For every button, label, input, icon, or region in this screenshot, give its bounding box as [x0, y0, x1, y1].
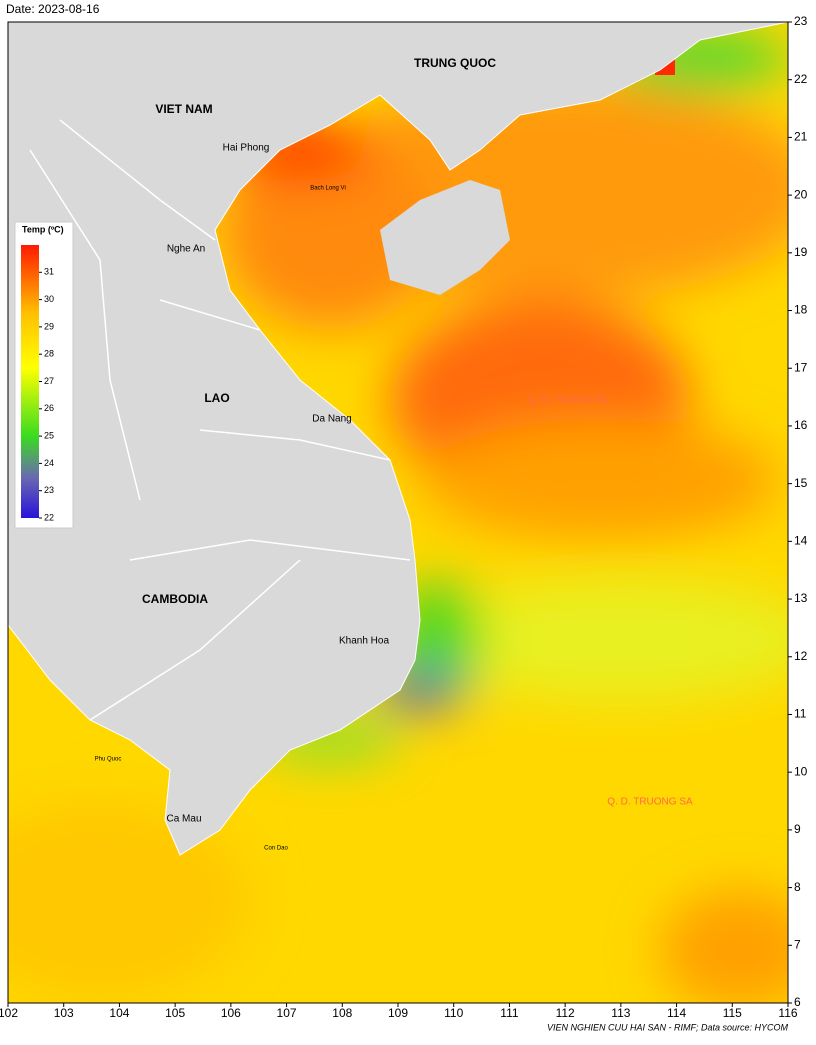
y-tick-label: 6: [794, 995, 801, 1009]
y-tick-label: 12: [794, 649, 808, 663]
y-tick-label: 15: [794, 476, 808, 490]
borders: [29, 119, 411, 721]
x-tick-label: 112: [556, 1006, 575, 1020]
colorbar-title: Temp (ºC): [22, 224, 64, 234]
place-label: CAMBODIA: [142, 592, 208, 606]
coastline: [8, 22, 788, 856]
colorbar-tick-label: 30: [44, 294, 54, 304]
y-tick-label: 7: [794, 937, 801, 951]
y-tick-label: 8: [794, 880, 801, 894]
colorbar-tick-label: 27: [44, 376, 54, 386]
x-tick-label: 116: [778, 1006, 797, 1020]
x-tick-label: 107: [277, 1006, 297, 1020]
y-tick-label: 13: [794, 591, 808, 605]
colorbar-tick-label: 25: [44, 430, 54, 440]
place-label: TRUNG QUOC: [414, 56, 496, 70]
y-tick-label: 16: [794, 418, 808, 432]
place-label: Nghe An: [167, 244, 205, 255]
y-tick-label: 21: [794, 130, 808, 144]
x-tick-label: 110: [444, 1006, 463, 1020]
date: Date: 2023-08-16: [6, 2, 100, 16]
x-tick-label: 114: [667, 1006, 686, 1020]
place-label: Khanh Hoa: [339, 636, 389, 647]
y-tick-label: 22: [794, 72, 808, 86]
x-tick-label: 109: [388, 1006, 408, 1020]
colorbar-scale: [21, 245, 39, 518]
colorbar-tick-label: 31: [44, 267, 54, 277]
x-tick-label: 113: [611, 1006, 630, 1020]
place-label: Phu Quoc: [95, 757, 122, 763]
x-tick-label: 102: [0, 1006, 18, 1020]
y-tick-label: 10: [794, 764, 808, 778]
colorbar-tick-label: 29: [44, 321, 54, 331]
x-tick-label: 108: [332, 1006, 352, 1020]
colorbar-tick-label: 22: [44, 512, 54, 522]
colorbar-tick-label: 28: [44, 349, 54, 359]
y-tick-label: 23: [794, 14, 808, 28]
hainan-island: [380, 180, 510, 295]
credit: VIEN NGHIEN CUU HAI SAN - RIMF; Data sou…: [547, 1022, 789, 1032]
colorbar-tick-label: 26: [44, 403, 54, 413]
place-label: Con Dao: [264, 846, 288, 852]
colorbar-tick-label: 24: [44, 458, 54, 468]
x-tick-label: 111: [500, 1006, 519, 1020]
place-label: Q. D. TRUONG SA: [607, 797, 693, 808]
place-label: Hai Phong: [223, 143, 270, 154]
y-tick-label: 18: [794, 303, 808, 317]
y-tick-label: 17: [794, 360, 808, 374]
x-tick-label: 103: [54, 1006, 74, 1020]
x-tick-label: 115: [723, 1006, 742, 1020]
x-tick-label: 104: [109, 1006, 129, 1020]
y-tick-label: 19: [794, 245, 808, 259]
y-tick-label: 14: [794, 534, 808, 548]
place-label: VIET NAM: [155, 102, 212, 116]
place-label: LAO: [204, 391, 229, 405]
place-label: Ca Mau: [166, 814, 201, 825]
y-tick-label: 9: [794, 822, 801, 836]
place-label: Da Nang: [312, 414, 351, 425]
y-tick-label: 11: [794, 707, 807, 721]
y-tick-label: 20: [794, 187, 808, 201]
colorbar-tick-label: 23: [44, 485, 54, 495]
place-label: Q. D. HOANG SA: [529, 395, 608, 406]
place-label: Bach Long Vi: [310, 186, 346, 192]
x-tick-label: 106: [221, 1006, 241, 1020]
x-tick-label: 105: [165, 1006, 185, 1020]
